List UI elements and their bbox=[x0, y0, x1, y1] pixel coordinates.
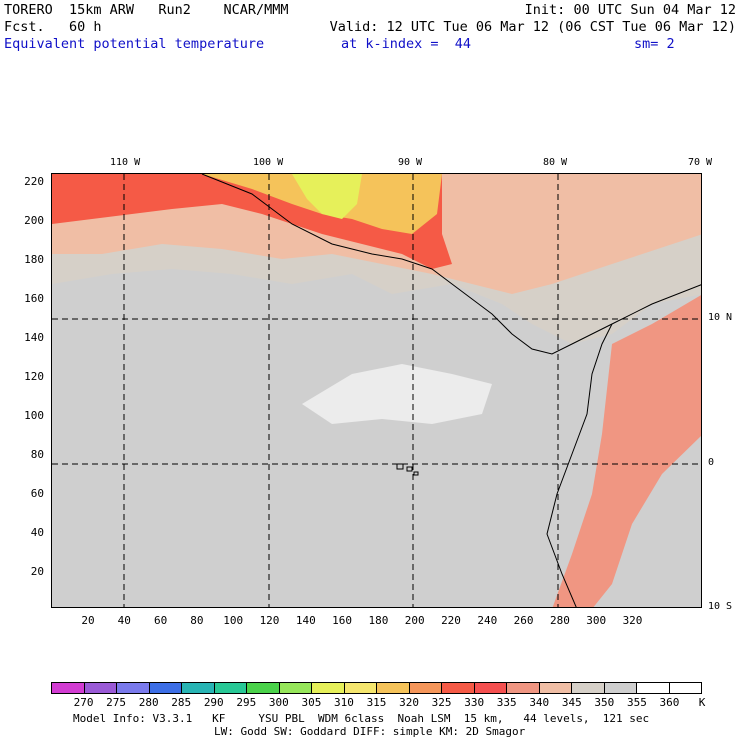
field-band-355-central bbox=[302, 364, 492, 424]
y-tick-label: 200 bbox=[24, 214, 44, 227]
legend-label: 345 bbox=[561, 696, 582, 709]
legend-label: 290 bbox=[203, 696, 224, 709]
legend-label: 285 bbox=[171, 696, 192, 709]
lon-label-90w: 90 W bbox=[398, 157, 423, 168]
lon-label-80w: 80 W bbox=[543, 157, 568, 168]
legend-label: 335 bbox=[496, 696, 517, 709]
legend-label: 355 bbox=[626, 696, 647, 709]
x-tick-label: 320 bbox=[622, 614, 643, 627]
x-tick-label: 140 bbox=[295, 614, 316, 627]
legend-label: 275 bbox=[106, 696, 127, 709]
legend-swatch bbox=[442, 683, 475, 693]
y-tick-label: 140 bbox=[24, 331, 44, 344]
legend-label: 315 bbox=[366, 696, 387, 709]
y-tick-label: 80 bbox=[30, 448, 44, 461]
legend-swatch bbox=[149, 683, 182, 693]
x-tick-label: 60 bbox=[153, 614, 168, 627]
x-tick-label: 40 bbox=[117, 614, 131, 627]
legend-swatch bbox=[52, 683, 85, 693]
model-run-title: TORERO 15km ARW Run2 NCAR/MMM bbox=[4, 2, 289, 18]
y-tick-label: 160 bbox=[24, 292, 44, 305]
legend-swatch bbox=[279, 683, 312, 693]
legend-label: 295 bbox=[236, 696, 257, 709]
lat-label-equator: 0 bbox=[708, 457, 715, 468]
legend-swatch bbox=[637, 683, 670, 693]
legend-swatch bbox=[474, 683, 507, 693]
legend-label: 300 bbox=[268, 696, 289, 709]
forecast-hour: Fcst. 60 h bbox=[4, 19, 102, 35]
model-info: Model Info: V3.3.1 KF YSU PBL WDM 6class… bbox=[73, 712, 650, 725]
legend-label: 340 bbox=[529, 696, 550, 709]
legend-swatch bbox=[572, 683, 605, 693]
y-tick-label: 40 bbox=[30, 526, 44, 539]
lon-label-70w: 70 W bbox=[688, 157, 713, 168]
y-tick-label: 220 bbox=[24, 175, 44, 188]
x-tick-label: 220 bbox=[441, 614, 461, 627]
x-tick-label: 160 bbox=[332, 614, 353, 627]
legend-units: K bbox=[698, 696, 706, 709]
field-title: Equivalent potential temperature bbox=[4, 36, 265, 52]
legend-swatch bbox=[214, 683, 247, 693]
x-tick-label: 240 bbox=[477, 614, 498, 627]
x-tick-label: 280 bbox=[549, 614, 570, 627]
lat-lon-grid bbox=[52, 174, 701, 607]
x-tick-label: 260 bbox=[513, 614, 534, 627]
model-physics: LW: Godd SW: Goddard DIFF: simple KM: 2D… bbox=[214, 725, 526, 738]
x-tick-label: 300 bbox=[586, 614, 607, 627]
legend-label: 330 bbox=[464, 696, 485, 709]
legend-label: 270 bbox=[73, 696, 94, 709]
legend-label: 320 bbox=[399, 696, 419, 709]
level-label: at k-index = 44 bbox=[341, 36, 472, 52]
legend-swatch bbox=[312, 683, 345, 693]
legend-swatch bbox=[669, 683, 701, 693]
valid-time: Valid: 12 UTC Tue 06 Mar 12 (06 CST Tue … bbox=[329, 19, 736, 35]
color-legend bbox=[51, 682, 702, 694]
legend-label: 280 bbox=[138, 696, 159, 709]
init-time: Init: 00 UTC Sun 04 Mar 12 bbox=[524, 2, 736, 18]
legend-swatch bbox=[117, 683, 150, 693]
x-tick-label: 180 bbox=[368, 614, 389, 627]
y-tick-label: 20 bbox=[30, 565, 44, 578]
legend-swatch bbox=[507, 683, 540, 693]
x-tick-label: 80 bbox=[190, 614, 204, 627]
legend-swatch bbox=[409, 683, 442, 693]
legend-swatch bbox=[182, 683, 215, 693]
y-tick-label: 60 bbox=[30, 487, 44, 500]
coastline bbox=[201, 174, 701, 355]
coastline-south-america bbox=[546, 323, 613, 607]
y-tick-label: 100 bbox=[24, 409, 44, 422]
x-tick-label: 120 bbox=[259, 614, 280, 627]
legend-swatch bbox=[344, 683, 377, 693]
field-band-340-south-america bbox=[552, 295, 701, 607]
lat-label-10s: 10 S bbox=[708, 601, 733, 612]
theta-e-field-map bbox=[52, 174, 701, 607]
field-band-310-mexico bbox=[292, 174, 362, 219]
x-tick-label: 100 bbox=[223, 614, 244, 627]
x-tick-label: 20 bbox=[81, 614, 95, 627]
legend-label: 305 bbox=[301, 696, 322, 709]
y-tick-label: 180 bbox=[24, 253, 44, 266]
lon-label-110w: 110 W bbox=[110, 157, 141, 168]
legend-swatch bbox=[247, 683, 280, 693]
legend-swatch bbox=[539, 683, 572, 693]
legend-swatch bbox=[377, 683, 410, 693]
legend-label: 325 bbox=[431, 696, 452, 709]
legend-label: 310 bbox=[334, 696, 354, 709]
legend-swatch bbox=[84, 683, 117, 693]
smoothing-label: sm= 2 bbox=[634, 36, 675, 52]
x-tick-label: 200 bbox=[404, 614, 425, 627]
lat-label-10n: 10 N bbox=[708, 312, 733, 323]
legend-label: 360 bbox=[659, 696, 680, 709]
legend-label: 350 bbox=[594, 696, 615, 709]
legend-swatch bbox=[604, 683, 637, 693]
y-tick-label: 120 bbox=[24, 370, 44, 383]
map-panel bbox=[51, 173, 702, 608]
galapagos-islands bbox=[396, 463, 419, 476]
lon-label-100w: 100 W bbox=[253, 157, 284, 168]
